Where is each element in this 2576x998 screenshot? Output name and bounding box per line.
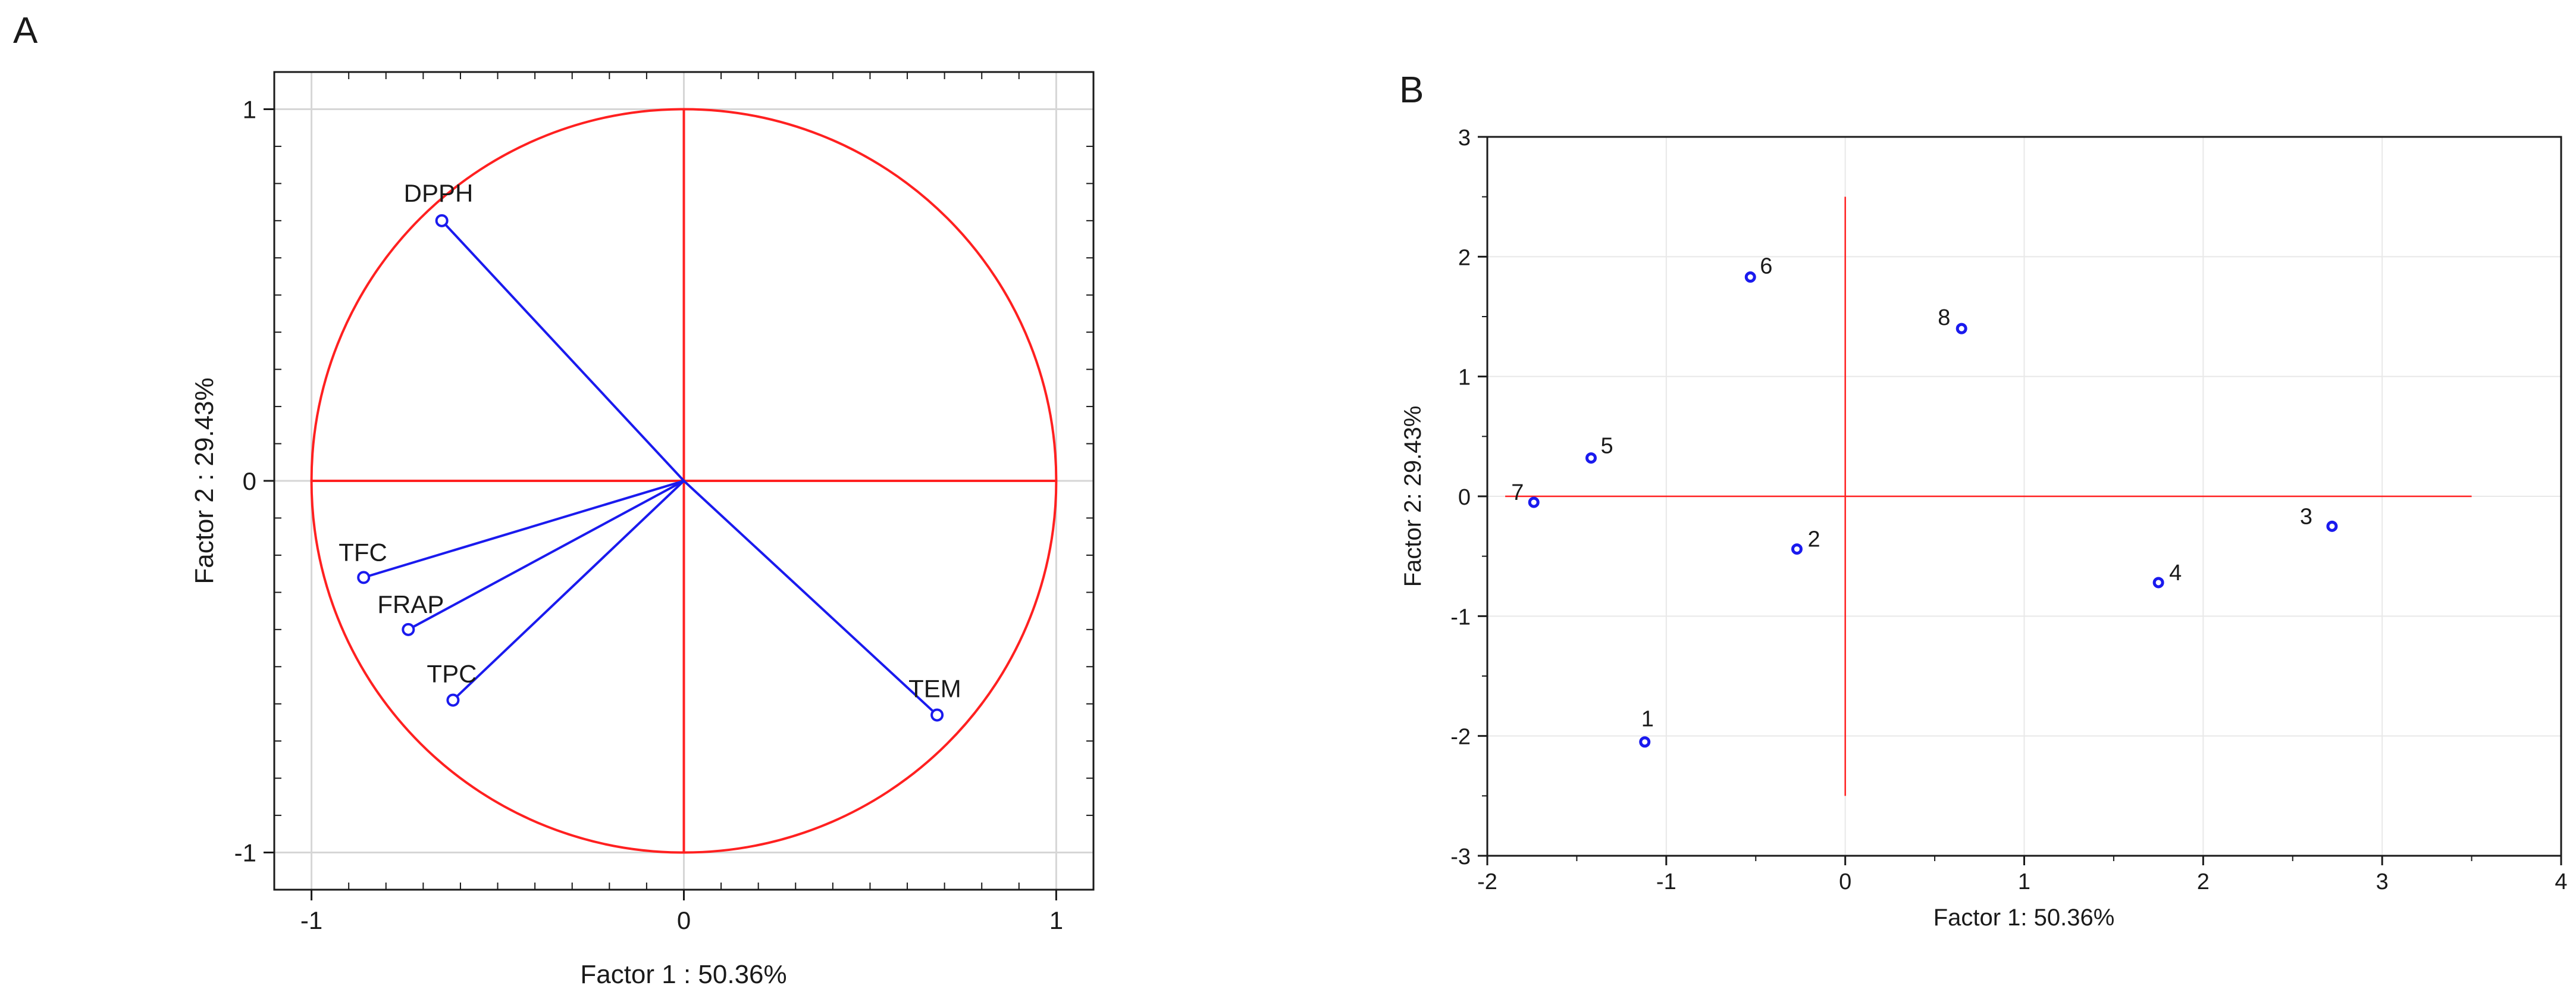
panel-a-x-tick-label: 1 — [1049, 906, 1063, 934]
panel-a-ticks: -1 0 1 -1 0 1 — [234, 72, 1093, 934]
panel-b-y-tick-label: -3 — [1450, 844, 1471, 869]
panel-a-correlation-circle: -1 0 1 -1 0 1 DPPH TFC FRAP TPC TEM Factor 1 : 50… — [190, 71, 1095, 989]
panel-b-point-label-2: 2 — [1807, 527, 1820, 552]
panel-a-x-tick-label: -1 — [300, 906, 322, 934]
panel-b-point-6 — [1744, 271, 1756, 283]
panel-a-y-axis-label: Factor 2 : 29.43% — [190, 377, 219, 584]
panel-b-y-tick-label: 2 — [1458, 245, 1471, 270]
panel-b-reference-lines — [1505, 196, 2472, 796]
panel-b-x-tick-label: -2 — [1477, 869, 1497, 894]
panel-a-frame — [273, 71, 1095, 891]
panel-b-y-axis-label: Factor 2: 29.43% — [1400, 406, 1426, 587]
panel-b-x-tick-label: 0 — [1839, 869, 1851, 894]
panel-b-point-label-7: 7 — [1511, 480, 1524, 505]
panel-b-point-4 — [2152, 577, 2164, 589]
panel-b-point-label-1: 1 — [1641, 707, 1654, 732]
panel-a-vector-point-tem — [930, 708, 944, 722]
panel-a-vector-point-tfc — [357, 571, 371, 584]
panel-a-y-tick-label: 0 — [243, 467, 256, 495]
panel-a-y-tick-label: -1 — [234, 839, 256, 867]
panel-a-vector-label-tpc: TPC — [427, 659, 477, 687]
panel-a-x-axis-label: Factor 1 : 50.36% — [580, 960, 786, 989]
panel-b-x-tick-label: -1 — [1656, 869, 1676, 894]
panel-b-y-tick-label: -2 — [1450, 725, 1471, 750]
panel-b-points: 1 2 3 4 5 6 7 8 — [1511, 254, 2338, 748]
panel-b-x-axis-label: Factor 1: 50.36% — [1933, 905, 2115, 931]
panel-a-vector-label-tem: TEM — [908, 674, 961, 702]
panel-b-x-tick-label: 4 — [2555, 869, 2567, 894]
panel-b-point-label-5: 5 — [1600, 434, 1613, 459]
panel-b-point-8 — [1955, 323, 1967, 334]
panel-b-point-label-3: 3 — [2300, 504, 2312, 529]
panel-a-vector-tfc — [363, 480, 685, 579]
panel-a-vectors: DPPH TFC FRAP TPC TEM — [339, 179, 961, 722]
panel-b-x-tick-label: 3 — [2376, 869, 2389, 894]
panel-a-vector-tpc — [452, 480, 685, 701]
panel-label-b: B — [1399, 70, 1424, 111]
panel-a-vector-tem — [683, 480, 938, 716]
panel-b-y-tick-label: 1 — [1458, 365, 1471, 390]
panel-b-y-tick-label: 0 — [1458, 485, 1471, 510]
panel-b-y-tick-label: 3 — [1458, 126, 1471, 151]
panel-a-vector-point-dpph — [435, 214, 449, 227]
panel-b-point-2 — [1791, 543, 1803, 555]
panel-a-vector-label-tfc: TFC — [339, 538, 387, 566]
panel-b-point-7 — [1528, 496, 1540, 508]
panel-b-y-tick-label: -1 — [1450, 605, 1471, 630]
panel-b-frame — [1486, 136, 2562, 857]
panel-a-vector-frap — [408, 480, 685, 631]
panel-b-point-5 — [1585, 452, 1597, 464]
panel-b-point-1 — [1639, 736, 1651, 748]
panel-a-vector-point-frap — [402, 622, 415, 636]
panel-b-x-tick-label: 1 — [2018, 869, 2030, 894]
panel-b-point-label-6: 6 — [1760, 254, 1772, 279]
panel-a-vector-label-dpph: DPPH — [404, 179, 474, 207]
panel-b-point-3 — [2326, 520, 2338, 532]
panel-b-point-label-8: 8 — [1938, 305, 1950, 330]
panel-b-point-label-4: 4 — [2169, 561, 2182, 586]
panel-a-vector-point-tpc — [446, 693, 460, 707]
panel-a-x-tick-label: 0 — [677, 906, 691, 934]
panel-a-vector-dpph — [441, 220, 685, 482]
panel-a-vector-label-frap: FRAP — [377, 590, 444, 618]
panel-a-y-tick-label: 1 — [243, 95, 256, 123]
panel-label-a: A — [13, 10, 38, 51]
panel-b-x-tick-label: 2 — [2197, 869, 2210, 894]
